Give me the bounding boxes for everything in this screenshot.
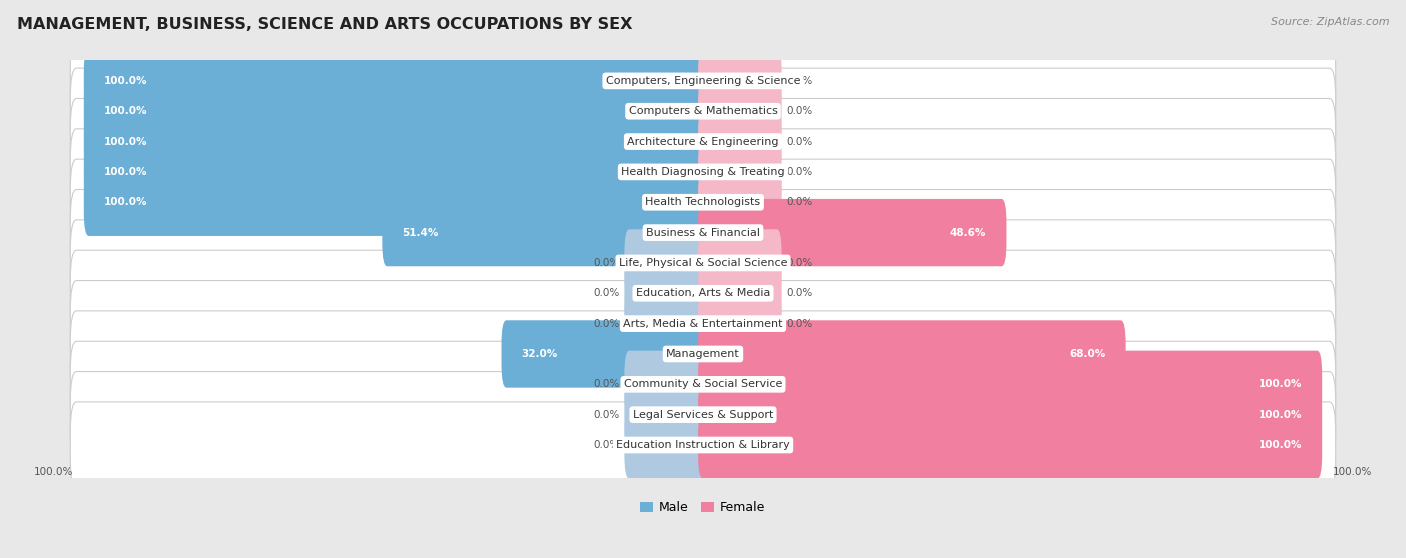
- FancyBboxPatch shape: [84, 138, 707, 205]
- Text: Health Technologists: Health Technologists: [645, 198, 761, 207]
- Text: 0.0%: 0.0%: [786, 288, 813, 299]
- FancyBboxPatch shape: [624, 411, 707, 479]
- Text: 100.0%: 100.0%: [104, 198, 148, 207]
- FancyBboxPatch shape: [84, 169, 707, 236]
- Text: 100.0%: 100.0%: [1333, 466, 1372, 477]
- FancyBboxPatch shape: [84, 108, 707, 175]
- Text: 100.0%: 100.0%: [104, 137, 148, 147]
- FancyBboxPatch shape: [699, 78, 782, 145]
- Text: Computers, Engineering & Science: Computers, Engineering & Science: [606, 76, 800, 86]
- Text: Architecture & Engineering: Architecture & Engineering: [627, 137, 779, 147]
- FancyBboxPatch shape: [699, 411, 1322, 479]
- FancyBboxPatch shape: [624, 381, 707, 448]
- FancyBboxPatch shape: [70, 250, 1336, 336]
- FancyBboxPatch shape: [70, 190, 1336, 276]
- FancyBboxPatch shape: [699, 320, 1126, 388]
- Text: Arts, Media & Entertainment: Arts, Media & Entertainment: [623, 319, 783, 329]
- FancyBboxPatch shape: [699, 138, 782, 205]
- Text: 48.6%: 48.6%: [950, 228, 986, 238]
- Text: 0.0%: 0.0%: [593, 288, 620, 299]
- Text: MANAGEMENT, BUSINESS, SCIENCE AND ARTS OCCUPATIONS BY SEX: MANAGEMENT, BUSINESS, SCIENCE AND ARTS O…: [17, 17, 633, 32]
- FancyBboxPatch shape: [699, 199, 1007, 266]
- FancyBboxPatch shape: [70, 159, 1336, 246]
- Text: 0.0%: 0.0%: [786, 167, 813, 177]
- FancyBboxPatch shape: [699, 229, 782, 297]
- Text: 32.0%: 32.0%: [522, 349, 558, 359]
- Text: Life, Physical & Social Science: Life, Physical & Social Science: [619, 258, 787, 268]
- FancyBboxPatch shape: [70, 281, 1336, 367]
- FancyBboxPatch shape: [70, 129, 1336, 215]
- FancyBboxPatch shape: [624, 290, 707, 357]
- FancyBboxPatch shape: [624, 350, 707, 418]
- FancyBboxPatch shape: [70, 311, 1336, 397]
- FancyBboxPatch shape: [70, 372, 1336, 458]
- Text: Management: Management: [666, 349, 740, 359]
- Text: 0.0%: 0.0%: [593, 410, 620, 420]
- FancyBboxPatch shape: [624, 259, 707, 327]
- Text: 100.0%: 100.0%: [1258, 410, 1302, 420]
- Text: 0.0%: 0.0%: [593, 319, 620, 329]
- Text: 100.0%: 100.0%: [104, 76, 148, 86]
- Text: Education, Arts & Media: Education, Arts & Media: [636, 288, 770, 299]
- Text: 100.0%: 100.0%: [104, 167, 148, 177]
- FancyBboxPatch shape: [382, 199, 707, 266]
- Text: 100.0%: 100.0%: [1258, 379, 1302, 389]
- FancyBboxPatch shape: [84, 78, 707, 145]
- FancyBboxPatch shape: [699, 108, 782, 175]
- FancyBboxPatch shape: [699, 47, 782, 114]
- Text: Community & Social Service: Community & Social Service: [624, 379, 782, 389]
- Text: Education Instruction & Library: Education Instruction & Library: [616, 440, 790, 450]
- FancyBboxPatch shape: [502, 320, 707, 388]
- FancyBboxPatch shape: [624, 229, 707, 297]
- Text: 0.0%: 0.0%: [786, 137, 813, 147]
- Text: 100.0%: 100.0%: [1258, 440, 1302, 450]
- FancyBboxPatch shape: [70, 341, 1336, 427]
- Text: 0.0%: 0.0%: [786, 106, 813, 116]
- Text: 0.0%: 0.0%: [786, 319, 813, 329]
- Text: 0.0%: 0.0%: [786, 76, 813, 86]
- FancyBboxPatch shape: [84, 47, 707, 114]
- Text: Business & Financial: Business & Financial: [645, 228, 761, 238]
- FancyBboxPatch shape: [699, 290, 782, 357]
- Text: 0.0%: 0.0%: [593, 379, 620, 389]
- Text: Computers & Mathematics: Computers & Mathematics: [628, 106, 778, 116]
- FancyBboxPatch shape: [699, 259, 782, 327]
- Legend: Male, Female: Male, Female: [641, 501, 765, 514]
- FancyBboxPatch shape: [70, 98, 1336, 185]
- Text: 68.0%: 68.0%: [1069, 349, 1105, 359]
- FancyBboxPatch shape: [70, 220, 1336, 306]
- Text: 100.0%: 100.0%: [34, 466, 73, 477]
- Text: 0.0%: 0.0%: [786, 258, 813, 268]
- Text: 51.4%: 51.4%: [402, 228, 439, 238]
- FancyBboxPatch shape: [699, 169, 782, 236]
- Text: Source: ZipAtlas.com: Source: ZipAtlas.com: [1271, 17, 1389, 27]
- Text: 100.0%: 100.0%: [104, 106, 148, 116]
- FancyBboxPatch shape: [699, 350, 1322, 418]
- Text: Legal Services & Support: Legal Services & Support: [633, 410, 773, 420]
- Text: 0.0%: 0.0%: [593, 258, 620, 268]
- FancyBboxPatch shape: [699, 381, 1322, 448]
- FancyBboxPatch shape: [70, 402, 1336, 488]
- FancyBboxPatch shape: [70, 68, 1336, 155]
- FancyBboxPatch shape: [70, 38, 1336, 124]
- Text: Health Diagnosing & Treating: Health Diagnosing & Treating: [621, 167, 785, 177]
- Text: 0.0%: 0.0%: [593, 440, 620, 450]
- Text: 0.0%: 0.0%: [786, 198, 813, 207]
